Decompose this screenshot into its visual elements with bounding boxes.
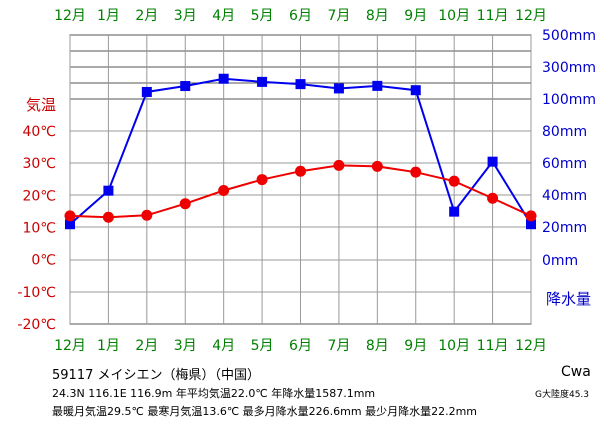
precipitation-tick-label: 60mm — [542, 156, 587, 172]
precipitation-tick-label: 300mm — [542, 60, 596, 76]
station-stats-line1: 24.3N 116.1E 116.9m 年平均気温22.0℃ 年降水量1587.… — [52, 387, 376, 400]
month-label-top: 5月 — [251, 8, 274, 24]
precipitation-point — [449, 206, 460, 217]
month-label-bottom: 6月 — [289, 338, 312, 354]
precipitation-point — [526, 219, 536, 230]
month-label-bottom: 11月 — [477, 338, 509, 354]
temperature-point — [371, 160, 383, 172]
month-label-bottom: 10月 — [438, 338, 470, 354]
bottom-month-labels: 12月 1月 2月 3月 4月 5月 6月 7月 8月 9月 10月 11月 12月 — [54, 338, 547, 354]
precipitation-tick-label: 20mm — [542, 220, 587, 236]
month-label-bottom: 12月 — [54, 338, 86, 354]
precipitation-axis-label: 降水量 — [546, 290, 591, 308]
temperature-point — [487, 192, 499, 204]
month-label-top: 7月 — [327, 8, 350, 24]
temperature-series — [64, 159, 537, 223]
month-label-bottom: 9月 — [404, 338, 427, 354]
precipitation-point — [141, 86, 152, 97]
month-label-top: 12月 — [515, 8, 547, 24]
month-label-bottom: 7月 — [327, 338, 350, 354]
month-label-bottom: 5月 — [251, 338, 274, 354]
temperature-point — [333, 159, 345, 171]
temperature-axis-ticks: 40℃ 30℃ 20℃ 10℃ 0℃ -10℃ -20℃ — [17, 124, 56, 333]
month-label-top: 6月 — [289, 8, 312, 24]
precipitation-point — [295, 79, 306, 90]
temperature-tick-label: 20℃ — [22, 188, 56, 204]
temperature-point — [256, 174, 268, 186]
precipitation-point — [180, 81, 191, 92]
top-month-labels: 12月 1月 2月 3月 4月 5月 6月 7月 8月 9月 10月 11月 12月 — [54, 8, 547, 24]
temperature-point — [141, 209, 153, 221]
month-label-bottom: 2月 — [135, 338, 158, 354]
precipitation-tick-label: 0mm — [542, 253, 578, 269]
temperature-point — [218, 185, 230, 197]
precipitation-point — [257, 76, 268, 87]
precipitation-point — [218, 73, 229, 84]
precipitation-point — [65, 219, 75, 230]
temperature-tick-label: 40℃ — [22, 124, 56, 140]
month-label-top: 10月 — [438, 8, 470, 24]
temperature-axis-label: 気温 — [26, 96, 56, 114]
temperature-point — [295, 165, 306, 177]
month-label-bottom: 4月 — [212, 338, 235, 354]
temperature-point — [448, 175, 460, 187]
temperature-tick-label: 0℃ — [31, 253, 56, 269]
precipitation-point — [372, 80, 383, 91]
temperature-point — [179, 198, 191, 210]
station-stats-line2: 最暖月気温29.5℃ 最寒月気温13.6℃ 最多月降水量226.6mm 最少月降… — [52, 405, 478, 418]
temperature-tick-label: -20℃ — [17, 317, 56, 333]
precipitation-tick-label: 100mm — [542, 92, 596, 108]
precipitation-tick-label: 80mm — [542, 124, 587, 140]
month-label-top: 9月 — [404, 8, 427, 24]
precipitation-point — [410, 85, 421, 96]
month-label-bottom: 1月 — [97, 338, 120, 354]
precipitation-axis-ticks: 500mm 300mm 100mm 80mm 60mm 40mm 20mm 0mm — [542, 28, 596, 269]
continentality-index: G大陸度45.3 — [535, 390, 590, 400]
station-title: 59117 メイシエン（梅県）（中国） — [52, 368, 260, 383]
month-label-top: 1月 — [97, 8, 120, 24]
month-label-bottom: 3月 — [174, 338, 197, 354]
precipitation-series — [65, 73, 536, 230]
month-label-top: 11月 — [477, 8, 509, 24]
month-label-top: 2月 — [135, 8, 158, 24]
temperature-point — [525, 210, 537, 222]
precipitation-tick-label: 40mm — [542, 188, 587, 204]
chart-grid — [69, 34, 532, 325]
temperature-tick-label: -10℃ — [17, 285, 56, 301]
month-label-top: 3月 — [174, 8, 197, 24]
koppen-classification: Cwa — [561, 364, 591, 380]
temperature-point — [64, 210, 76, 222]
month-label-top: 4月 — [212, 8, 235, 24]
temperature-point — [102, 211, 114, 223]
precipitation-point — [487, 156, 498, 167]
precipitation-point — [333, 83, 344, 94]
precipitation-tick-label: 500mm — [542, 28, 596, 44]
temperature-tick-label: 10℃ — [22, 221, 56, 237]
month-label-top: 12月 — [54, 8, 86, 24]
temperature-point — [410, 166, 422, 178]
month-label-bottom: 8月 — [366, 338, 389, 354]
month-label-bottom: 12月 — [515, 338, 547, 354]
precipitation-point — [103, 185, 114, 196]
month-label-top: 8月 — [366, 8, 389, 24]
temperature-tick-label: 30℃ — [22, 156, 56, 172]
